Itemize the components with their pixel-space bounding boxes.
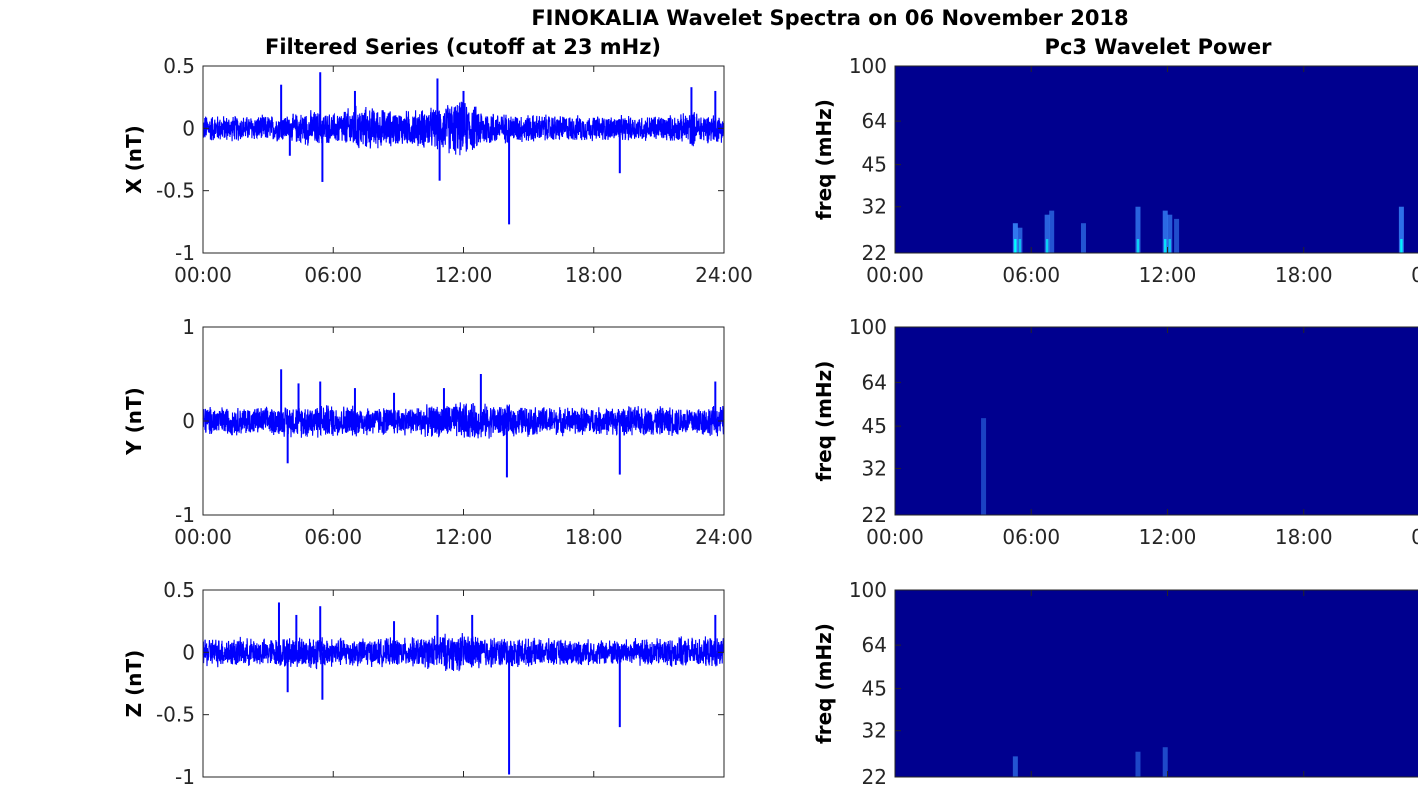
y-tick-label: 0.5 [163, 54, 195, 78]
x-tick-label: 06:00 [304, 525, 362, 549]
axes-frame [202, 589, 725, 778]
y-axis-label: freq (mHz) [812, 361, 836, 482]
wavelet-hotspot [1049, 210, 1055, 253]
axes-frame [202, 326, 725, 516]
wavelet-hotspot-core [1018, 239, 1022, 253]
y-tick-label: 32 [862, 456, 887, 480]
x-tick-label: 12:00 [435, 525, 493, 549]
x-tick-label: 00:00 [174, 263, 232, 287]
axes-frame [894, 589, 1418, 778]
y-axis-label: X (nT) [122, 125, 146, 194]
x-tick-label: 06:00 [1002, 263, 1060, 287]
wavelet-hotspot [1012, 223, 1018, 253]
x-tick-label: 06:00 [1002, 525, 1060, 549]
y-tick-label: 64 [862, 370, 887, 394]
y-axis-label: freq (mHz) [812, 623, 836, 744]
x-wavelet-power: 00:0006:0012:0018:0000:0022324564100freq… [812, 54, 1418, 287]
y-tick-label: -1 [175, 241, 195, 265]
y-tick-label: 45 [862, 153, 887, 177]
y-tick-label: 45 [862, 414, 887, 438]
x-tick-label: 00:00 [1411, 263, 1418, 287]
x-tick-label: 06:00 [304, 263, 362, 287]
wavelet-hotspot-core [1136, 239, 1140, 253]
wavelet-hotspot [1167, 214, 1173, 253]
x-tick-label: 24:00 [695, 263, 753, 287]
wavelet-hotspot [1080, 223, 1086, 253]
y-tick-label: 0.5 [163, 578, 195, 602]
y-tick-label: 32 [862, 719, 887, 743]
y-axis-label: Y (nT) [122, 387, 146, 456]
y-tick-label: 0 [182, 640, 195, 664]
y-tick-label: 0 [182, 116, 195, 140]
x-tick-label: 18:00 [1275, 263, 1333, 287]
y-axis-label: freq (mHz) [812, 99, 836, 220]
y-tick-label: -1 [175, 765, 195, 788]
wavelet-hotspot-core [1045, 239, 1049, 253]
axes-frame [894, 65, 1418, 254]
x-tick-label: 12:00 [1139, 525, 1197, 549]
wavelet-hotspot [1012, 756, 1018, 777]
x-tick-label: 00:00 [1411, 525, 1418, 549]
left-column-title: Filtered Series (cutoff at 23 mHz) [265, 35, 661, 59]
y-tick-label: 22 [862, 503, 887, 527]
z-wavelet-power: 22 32 45 64 100 freq (mHz) [812, 578, 1418, 788]
series-line [202, 632, 725, 672]
axes-frame [202, 65, 725, 254]
wavelet-hotspot [1174, 218, 1180, 253]
y-wavelet-power: 00:0006:0012:0018:0000:0022324564100freq… [812, 315, 1418, 549]
wavelet-hotspot-core [1164, 239, 1167, 253]
wavelet-hotspot [1044, 214, 1050, 253]
y-tick-label: 1 [182, 315, 195, 339]
wavelet-hotspot [1162, 210, 1168, 253]
y-tick-label: -0.5 [156, 179, 195, 203]
z-filtered-series: -1 -0.5 0 0.5 Z (nT) [122, 578, 725, 788]
x-tick-label: 18:00 [565, 525, 623, 549]
x-filtered-series: 00:00 06:00 12:00 18:00 24:00 -1 -0.5 0 0.5 X (nT… [122, 54, 753, 287]
wavelet-hotspot [981, 418, 987, 515]
wavelet-hotspot [1135, 206, 1141, 253]
y-tick-label: 45 [862, 677, 887, 701]
x-tick-label: 18:00 [1275, 525, 1333, 549]
y-tick-label: 100 [849, 54, 887, 78]
wavelet-background [895, 327, 1418, 515]
plot-area: 00:00 06:00 12:00 18:00 24:00 -1 -0.5 0 0.5 X (nT… [122, 54, 1418, 788]
y-tick-label: 32 [862, 195, 887, 219]
y-tick-label: 22 [862, 765, 887, 788]
y-tick-label: 64 [862, 109, 887, 133]
y-tick-label: 100 [849, 315, 887, 339]
wavelet-background [895, 66, 1418, 253]
wavelet-hotspot-core [1400, 239, 1403, 253]
y-tick-label: 22 [862, 241, 887, 265]
x-tick-label: 00:00 [174, 525, 232, 549]
wavelet-hotspot [1398, 206, 1404, 253]
x-tick-label: 00:00 [866, 525, 924, 549]
y-tick-label: 64 [862, 633, 887, 657]
x-tick-label: 12:00 [435, 263, 493, 287]
wavelet-hotspot [1135, 751, 1141, 777]
x-tick-label: 24:00 [695, 525, 753, 549]
y-tick-label: -0.5 [156, 703, 195, 727]
wavelet-hotspot-core [1168, 239, 1171, 253]
wavelet-hotspot-core [1014, 239, 1017, 253]
figure-title: FINOKALIA Wavelet Spectra on 06 November… [531, 6, 1128, 30]
y-tick-label: 0 [182, 409, 195, 433]
x-tick-label: 12:00 [1139, 263, 1197, 287]
x-tick-label: 18:00 [565, 263, 623, 287]
right-column-title: Pc3 Wavelet Power [1045, 35, 1273, 59]
y-tick-label: -1 [175, 503, 195, 527]
y-axis-label: Z (nT) [122, 650, 146, 718]
wavelet-background [895, 590, 1418, 777]
series-line [202, 402, 725, 439]
wavelet-hotspot [1162, 747, 1168, 777]
axes-frame [894, 326, 1418, 516]
y-filtered-series: 00:00 06:00 12:00 18:00 24:00 -1 0 1 Y (nT) [122, 315, 753, 549]
y-tick-label: 100 [849, 578, 887, 602]
x-tick-label: 00:00 [866, 263, 924, 287]
